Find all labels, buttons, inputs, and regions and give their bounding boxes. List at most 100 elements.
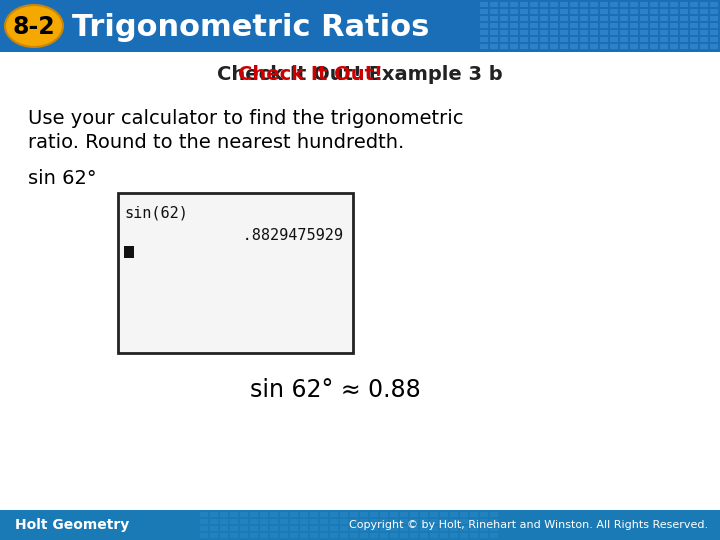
Bar — [360, 519, 368, 524]
Bar — [580, 44, 588, 49]
Bar — [550, 44, 558, 49]
Bar — [690, 9, 698, 14]
Bar — [400, 533, 408, 538]
Bar — [310, 526, 318, 531]
Bar — [450, 512, 458, 517]
Bar — [360, 526, 368, 531]
Bar — [500, 44, 508, 49]
Bar — [210, 519, 218, 524]
Bar — [440, 519, 448, 524]
Bar — [460, 526, 468, 531]
Bar — [118, 193, 353, 353]
Bar — [570, 37, 578, 42]
Bar — [200, 512, 208, 517]
Bar — [480, 37, 488, 42]
Bar — [560, 37, 568, 42]
Bar — [420, 519, 428, 524]
Bar — [580, 16, 588, 21]
Bar — [530, 9, 538, 14]
Bar — [240, 526, 248, 531]
Bar — [560, 2, 568, 7]
Bar — [710, 37, 718, 42]
Bar — [470, 526, 478, 531]
Bar — [640, 16, 648, 21]
Bar — [460, 512, 468, 517]
Bar — [570, 2, 578, 7]
Bar — [710, 16, 718, 21]
Bar — [610, 30, 618, 35]
Bar — [260, 526, 268, 531]
Bar — [430, 512, 438, 517]
Bar — [700, 9, 708, 14]
Bar — [490, 512, 498, 517]
Bar — [670, 2, 678, 7]
Bar — [620, 23, 628, 28]
Bar — [540, 9, 548, 14]
Bar — [570, 16, 578, 21]
Bar — [390, 533, 398, 538]
Bar — [600, 2, 608, 7]
Bar — [350, 512, 358, 517]
Bar — [370, 519, 378, 524]
Bar — [320, 512, 328, 517]
Bar — [290, 526, 298, 531]
Bar — [500, 23, 508, 28]
Bar — [610, 44, 618, 49]
Bar — [270, 526, 278, 531]
Bar — [690, 30, 698, 35]
Bar — [630, 30, 638, 35]
Bar — [670, 9, 678, 14]
Bar — [640, 9, 648, 14]
Bar — [480, 30, 488, 35]
Bar — [280, 519, 288, 524]
Text: Check It Out!: Check It Out! — [238, 65, 382, 84]
Bar — [480, 23, 488, 28]
Bar — [660, 30, 668, 35]
Bar — [250, 533, 258, 538]
Bar — [590, 44, 598, 49]
Bar — [280, 526, 288, 531]
Bar — [250, 512, 258, 517]
Bar — [640, 2, 648, 7]
Bar — [660, 37, 668, 42]
Bar — [670, 16, 678, 21]
Text: Trigonometric Ratios: Trigonometric Ratios — [72, 12, 429, 42]
Bar — [380, 526, 388, 531]
Bar — [530, 37, 538, 42]
Text: .8829475929: .8829475929 — [124, 227, 343, 242]
Bar — [540, 16, 548, 21]
Bar — [240, 519, 248, 524]
Bar — [470, 519, 478, 524]
Bar — [470, 533, 478, 538]
Bar — [230, 512, 238, 517]
Bar — [480, 16, 488, 21]
Bar — [660, 44, 668, 49]
Text: sin 62°: sin 62° — [28, 168, 96, 187]
Bar — [600, 16, 608, 21]
Bar — [680, 9, 688, 14]
Bar — [510, 30, 518, 35]
Bar — [570, 30, 578, 35]
Bar — [640, 37, 648, 42]
Bar — [510, 9, 518, 14]
Bar — [200, 526, 208, 531]
Bar — [510, 37, 518, 42]
Bar — [260, 519, 268, 524]
Bar — [580, 2, 588, 7]
Bar — [260, 512, 268, 517]
Bar — [500, 30, 508, 35]
Bar — [450, 519, 458, 524]
Bar — [550, 9, 558, 14]
Bar — [600, 37, 608, 42]
Bar — [270, 512, 278, 517]
Bar — [520, 9, 528, 14]
Bar — [700, 30, 708, 35]
Bar — [360, 533, 368, 538]
Bar — [630, 23, 638, 28]
Bar — [610, 2, 618, 7]
Bar — [220, 526, 228, 531]
Bar — [480, 9, 488, 14]
Bar — [270, 533, 278, 538]
Bar — [540, 2, 548, 7]
Bar — [600, 9, 608, 14]
